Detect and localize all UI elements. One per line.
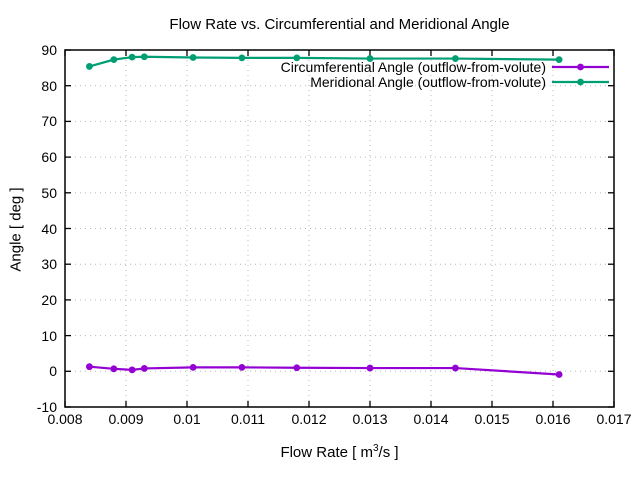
plot-border [64, 49, 615, 408]
x-axis-label: Flow Rate [ m3/s ] [65, 443, 614, 461]
data-point [189, 54, 197, 61]
y-tick-label: 10 [41, 327, 57, 344]
y-tick-label: 60 [41, 149, 57, 166]
data-point [366, 364, 374, 372]
x-tick-label: 0.017 [596, 411, 632, 427]
y-tick-label: 20 [41, 291, 57, 308]
series-line-0 [88, 365, 561, 376]
series-line-1 [88, 55, 561, 68]
data-point [189, 363, 197, 371]
data-point [110, 365, 118, 373]
y-tick-label: 0 [49, 363, 57, 380]
x-tick-label: 0.011 [231, 411, 265, 427]
legend-label-meridional: Meridional Angle (outflow-from-volute) [310, 74, 546, 90]
data-point [86, 63, 93, 70]
data-point [366, 55, 374, 62]
x-tick-label: 0.015 [474, 411, 510, 427]
x-tick-label: 0.014 [413, 411, 449, 427]
data-point [293, 364, 301, 372]
legend-key-marker [577, 78, 584, 86]
x-tick-label: 0.01 [173, 411, 201, 427]
x-tick-label: 0.009 [108, 411, 144, 427]
y-tick-label: -10 [36, 399, 57, 415]
data-point [110, 56, 118, 64]
x-axis-label-superscript: 3 [372, 443, 379, 454]
legend-label-circumferential: Circumferential Angle (outflow-from-volu… [280, 59, 546, 75]
x-axis-label-prefix: Flow Rate [ m [280, 444, 373, 461]
data-point [238, 363, 246, 371]
data-point [128, 366, 136, 374]
data-point [452, 55, 459, 62]
legend-key-marker [577, 63, 584, 71]
y-tick-label: 50 [41, 184, 57, 201]
x-tick-label: 0.016 [535, 411, 571, 427]
data-point [555, 56, 563, 64]
y-tick-label: 80 [41, 77, 57, 94]
x-axis-label-suffix: /s ] [378, 444, 399, 461]
x-tick-label: 0.012 [291, 411, 327, 427]
y-tick-label: 70 [41, 113, 57, 130]
data-point [128, 53, 136, 61]
x-tick-label: 0.008 [47, 411, 83, 427]
y-tick-label: 30 [41, 256, 57, 273]
x-tick-label: 0.013 [352, 411, 388, 427]
data-point [238, 54, 246, 62]
y-tick-label: 90 [41, 42, 57, 58]
data-point [140, 53, 148, 61]
data-point [86, 363, 93, 371]
chart-title: Flow Rate vs. Circumferential and Meridi… [169, 16, 510, 33]
data-point [140, 365, 148, 372]
y-tick-label: 40 [41, 220, 57, 237]
data-point [555, 371, 563, 378]
data-point [293, 54, 301, 62]
data-point [452, 364, 459, 372]
